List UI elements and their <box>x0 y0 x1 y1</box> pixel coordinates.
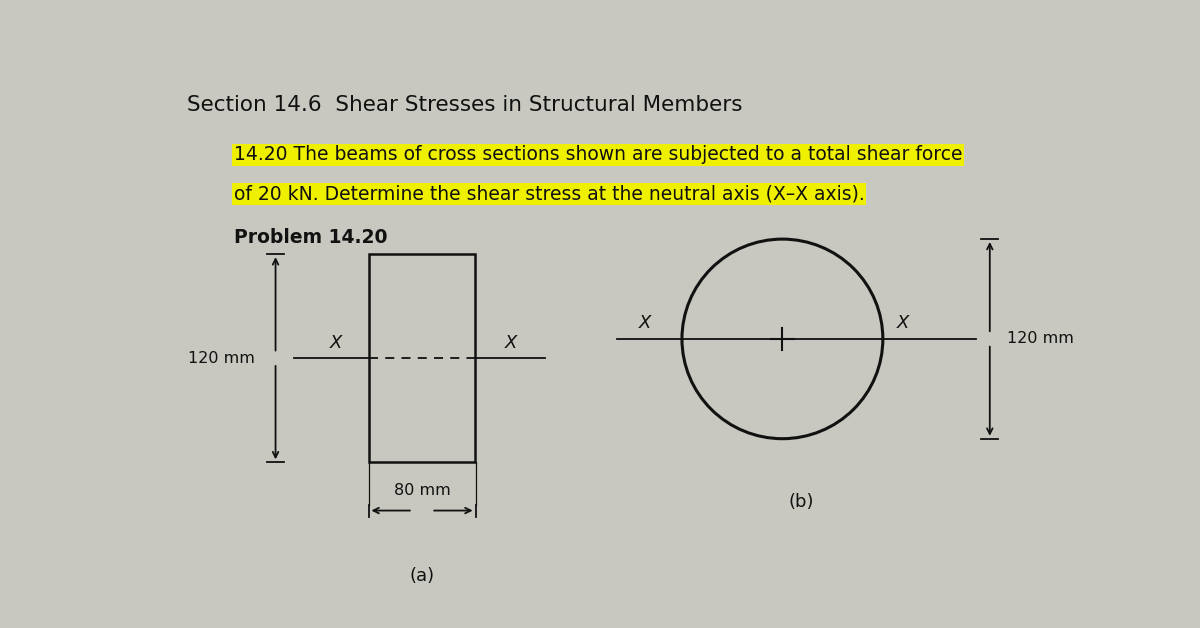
Text: X: X <box>898 313 910 332</box>
Text: 120 mm: 120 mm <box>1007 332 1074 347</box>
Text: Problem 14.20: Problem 14.20 <box>234 228 388 247</box>
Text: 120 mm: 120 mm <box>188 351 256 365</box>
Text: X: X <box>330 335 342 352</box>
Text: X: X <box>638 313 650 332</box>
Text: 80 mm: 80 mm <box>394 484 450 499</box>
Text: 14.20 The beams of cross sections shown are subjected to a total shear force: 14.20 The beams of cross sections shown … <box>234 146 962 165</box>
Text: of 20 kN. Determine the shear stress at the neutral axis (X–X axis).: of 20 kN. Determine the shear stress at … <box>234 184 864 203</box>
Text: X: X <box>505 335 517 352</box>
Bar <box>368 254 475 462</box>
Text: (a): (a) <box>409 567 434 585</box>
Text: (b): (b) <box>788 492 814 511</box>
Text: Section 14.6  Shear Stresses in Structural Members: Section 14.6 Shear Stresses in Structura… <box>187 95 743 115</box>
